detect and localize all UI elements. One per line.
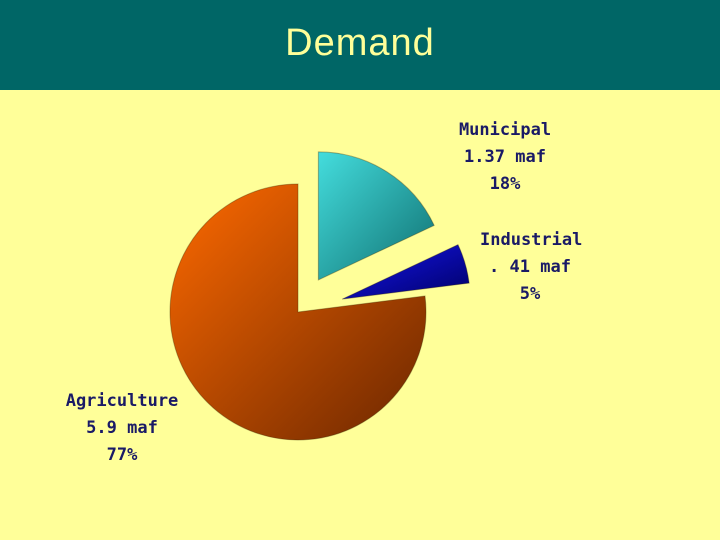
slice-label-agriculture: Agriculture 5.9 maf 77% <box>62 388 182 469</box>
pie-slice-agriculture <box>169 183 427 441</box>
chart-title: Demand <box>285 22 435 64</box>
slice-name: Agriculture <box>65 391 179 411</box>
slice-label-municipal: Municipal 1.37 maf 18% <box>440 117 570 198</box>
slice-percent: 77% <box>106 445 138 465</box>
slice-amount: 5.9 maf <box>86 418 158 438</box>
slice-amount: . 41 maf <box>489 257 571 277</box>
slice-name: Municipal <box>458 120 552 140</box>
title-bar <box>0 0 720 90</box>
slice-name: Industrial <box>480 230 583 250</box>
slice-label-industrial: Industrial . 41 maf 5% <box>480 227 583 308</box>
slice-amount: 1.37 maf <box>464 147 546 167</box>
pie-slice-municipal <box>317 151 435 281</box>
slice-percent: 18% <box>489 174 521 194</box>
pie-slice-industrial <box>341 244 470 300</box>
slice-percent: 5% <box>519 284 541 304</box>
